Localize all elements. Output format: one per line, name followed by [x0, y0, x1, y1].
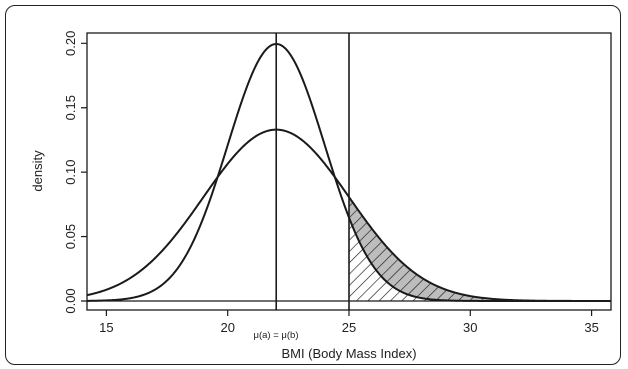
- y-tick-label: 0.10: [63, 159, 78, 184]
- y-axis-title: density: [30, 150, 45, 192]
- x-tick-label: 35: [584, 320, 598, 335]
- x-tick-label: 20: [220, 320, 234, 335]
- x-axis-title: BMI (Body Mass Index): [281, 346, 416, 361]
- x-tick-label: 15: [99, 320, 113, 335]
- mean-annotation: μ(a) = μ(b): [254, 330, 299, 341]
- density-chart: 15 20 25 30 35 0.00 0.05 0.10 0.15 0.20 BMI (Body…: [30, 31, 612, 361]
- hatched-region: [349, 197, 611, 301]
- x-tick-label: 25: [342, 320, 356, 335]
- y-tick-label: 0.00: [63, 288, 78, 313]
- figure-frame: 15 20 25 30 35 0.00 0.05 0.10 0.15 0.20 BMI (Body…: [5, 5, 621, 365]
- x-tick-label: 30: [463, 320, 477, 335]
- y-tick-label: 0.15: [63, 95, 78, 120]
- y-tick-label: 0.20: [63, 31, 78, 56]
- y-tick-label: 0.05: [63, 224, 78, 249]
